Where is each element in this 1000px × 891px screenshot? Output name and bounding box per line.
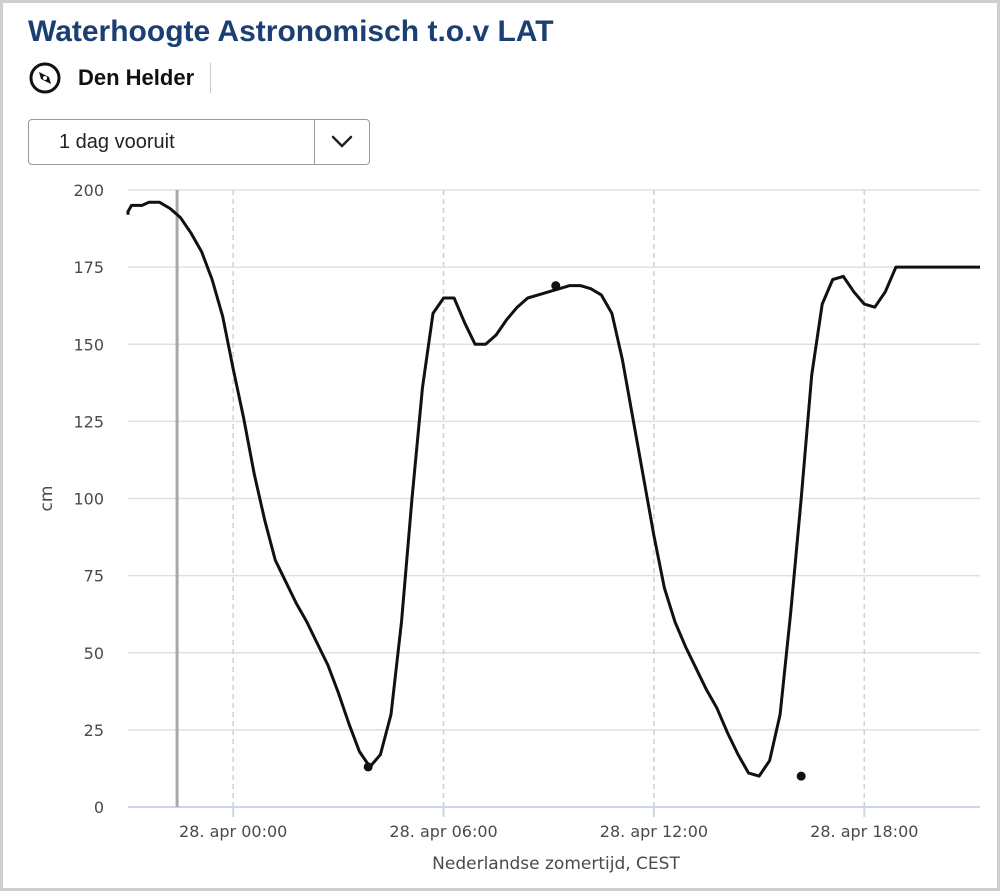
page-title: Waterhoogte Astronomisch t.o.v LAT	[28, 15, 554, 48]
dropdown-toggle-button[interactable]	[314, 120, 369, 164]
extremum-marker[interactable]	[551, 281, 561, 291]
period-value: 1 dag vooruit	[59, 130, 175, 153]
series-line	[126, 200, 980, 778]
extremum-marker[interactable]	[363, 762, 373, 772]
chevron-down-icon	[331, 135, 353, 148]
y-tick-label: 125	[73, 412, 104, 431]
extrema-markers	[363, 281, 806, 781]
station-name: Den Helder	[78, 65, 195, 90]
y-axis-ticks: 0 25 50 75 100 125 150 175 200	[73, 181, 104, 817]
x-tick-label: 28. apr 18:00	[810, 822, 918, 841]
extremum-marker[interactable]	[796, 771, 806, 781]
compass-icon	[29, 62, 61, 94]
y-tick-label: 50	[84, 644, 104, 663]
y-tick-label: 0	[94, 798, 104, 817]
x-axis-title: Nederlandse zomertijd, CEST	[432, 854, 680, 874]
station-divider	[210, 63, 212, 93]
y-tick-label: 150	[73, 335, 104, 354]
x-tick-label: 28. apr 06:00	[389, 822, 497, 841]
station-selector[interactable]: Den Helder	[28, 61, 212, 95]
period-dropdown[interactable]: 1 dag vooruit	[28, 119, 370, 165]
vertical-gridlines	[232, 190, 866, 807]
y-tick-label: 175	[73, 258, 104, 277]
y-tick-label: 75	[84, 567, 104, 586]
y-tick-label: 100	[73, 490, 104, 509]
horizontal-gridlines	[128, 189, 980, 808]
x-axis-ticks: 28. apr 00:00 28. apr 06:00 28. apr 12:00 2…	[179, 807, 918, 841]
y-tick-label: 25	[84, 721, 104, 740]
y-axis-title: cm	[37, 486, 57, 512]
x-tick-label: 28. apr 12:00	[600, 822, 708, 841]
x-tick-label: 28. apr 00:00	[179, 822, 287, 841]
y-tick-label: 200	[73, 181, 104, 200]
